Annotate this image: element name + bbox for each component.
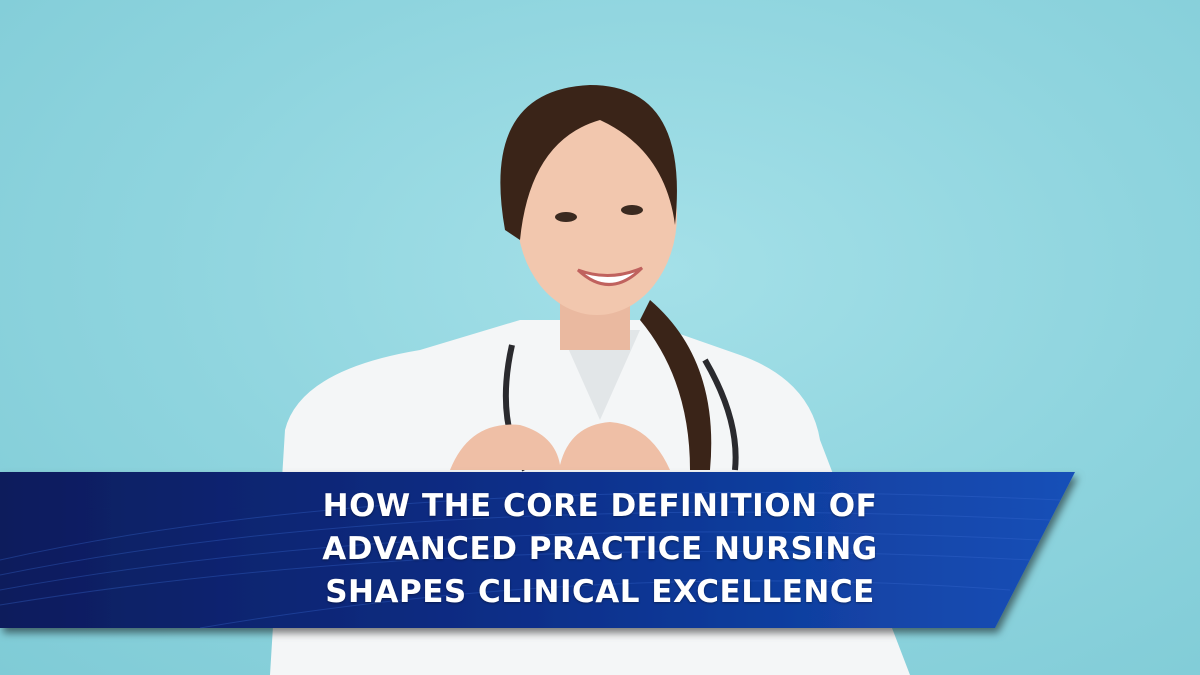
coat-shadow [560,330,640,420]
title-line-2: ADVANCED PRACTICE NURSING [322,531,878,567]
face [517,115,677,315]
banner-shape [0,472,1075,628]
smile [576,266,644,286]
banner-title: HOW THE CORE DEFINITION OF ADVANCED PRAC… [250,485,950,614]
hands-heart [450,422,670,470]
right-eye [621,205,643,215]
banner-wave-lines [0,492,1061,629]
hair [500,85,677,240]
title-line-1: HOW THE CORE DEFINITION OF [322,488,878,524]
title-line-3: SHAPES CLINICAL EXCELLENCE [325,574,875,610]
hair-ponytail [640,300,712,470]
left-eye [555,212,577,222]
